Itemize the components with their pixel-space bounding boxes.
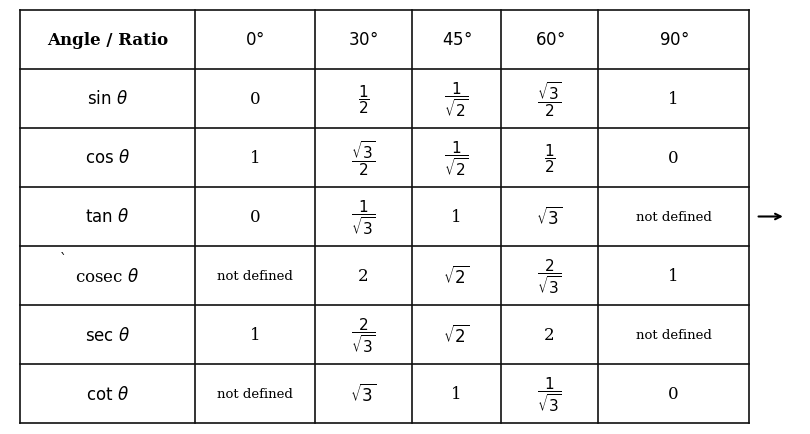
Text: $\sqrt{3}$: $\sqrt{3}$ xyxy=(536,206,563,228)
Text: $\dfrac{1}{2}$: $\dfrac{1}{2}$ xyxy=(544,142,556,174)
Text: 0: 0 xyxy=(668,385,679,402)
Text: not defined: not defined xyxy=(217,387,292,400)
Text: not defined: not defined xyxy=(636,210,711,224)
Text: not defined: not defined xyxy=(636,328,711,341)
Text: $\dfrac{2}{\sqrt{3}}$: $\dfrac{2}{\sqrt{3}}$ xyxy=(351,316,376,354)
Text: $\cos\,\theta$: $\cos\,\theta$ xyxy=(85,149,130,167)
Text: `: ` xyxy=(59,253,66,266)
Text: $0°$: $0°$ xyxy=(245,31,265,49)
Text: $\sqrt{2}$: $\sqrt{2}$ xyxy=(443,324,470,346)
Text: $\tan\,\theta$: $\tan\,\theta$ xyxy=(85,208,130,226)
Text: Angle / Ratio: Angle / Ratio xyxy=(47,32,168,49)
Text: 1: 1 xyxy=(451,385,462,402)
Text: $45°$: $45°$ xyxy=(441,31,471,49)
Text: 1: 1 xyxy=(249,326,260,343)
Text: 1: 1 xyxy=(668,267,679,284)
Text: 0: 0 xyxy=(249,91,260,108)
Text: 0: 0 xyxy=(249,208,260,226)
Text: $\cot\,\theta$: $\cot\,\theta$ xyxy=(86,385,129,403)
Text: $\dfrac{1}{\sqrt{2}}$: $\dfrac{1}{\sqrt{2}}$ xyxy=(444,139,469,178)
Text: $60°$: $60°$ xyxy=(535,31,565,49)
Text: $\dfrac{\sqrt{3}}{2}$: $\dfrac{\sqrt{3}}{2}$ xyxy=(537,80,562,118)
Text: $\sec\,\theta$: $\sec\,\theta$ xyxy=(85,326,130,344)
Text: $\dfrac{1}{\sqrt{3}}$: $\dfrac{1}{\sqrt{3}}$ xyxy=(351,197,376,237)
Text: $\dfrac{1}{\sqrt{3}}$: $\dfrac{1}{\sqrt{3}}$ xyxy=(537,375,562,413)
Text: $\sqrt{2}$: $\sqrt{2}$ xyxy=(443,265,470,287)
Text: $\dfrac{1}{2}$: $\dfrac{1}{2}$ xyxy=(357,83,369,115)
Text: 1: 1 xyxy=(668,91,679,108)
Text: $\sqrt{3}$: $\sqrt{3}$ xyxy=(350,383,377,405)
Text: 2: 2 xyxy=(358,267,369,284)
Text: $30°$: $30°$ xyxy=(348,31,378,49)
Text: 2: 2 xyxy=(544,326,555,343)
Text: $\dfrac{\sqrt{3}}{2}$: $\dfrac{\sqrt{3}}{2}$ xyxy=(351,139,376,178)
Text: $\dfrac{2}{\sqrt{3}}$: $\dfrac{2}{\sqrt{3}}$ xyxy=(537,256,562,295)
Text: $90°$: $90°$ xyxy=(659,31,688,49)
Text: 0: 0 xyxy=(668,150,679,167)
Text: cosec $\theta$: cosec $\theta$ xyxy=(75,267,139,285)
Text: 1: 1 xyxy=(451,208,462,226)
Text: 1: 1 xyxy=(249,150,260,167)
Text: $\sin\,\theta$: $\sin\,\theta$ xyxy=(87,90,128,108)
Text: not defined: not defined xyxy=(217,270,292,283)
Text: $\dfrac{1}{\sqrt{2}}$: $\dfrac{1}{\sqrt{2}}$ xyxy=(444,80,469,118)
